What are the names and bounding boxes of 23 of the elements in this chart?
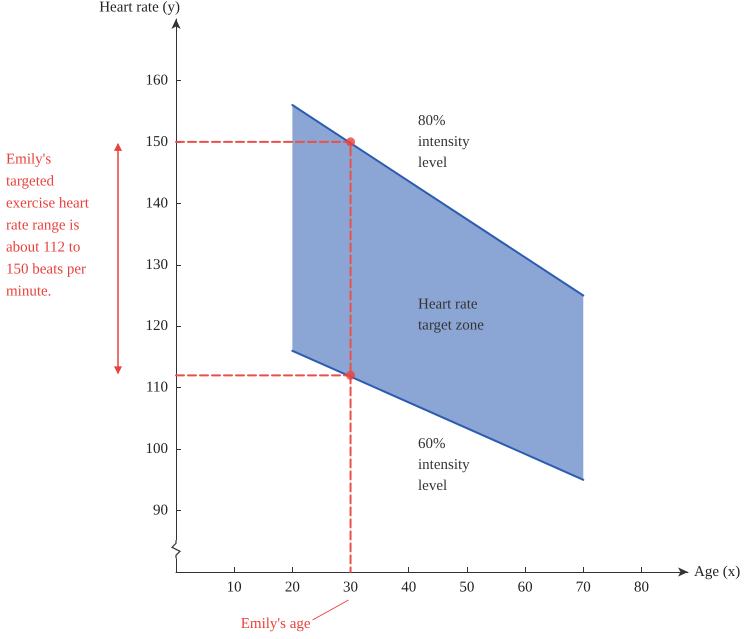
y-tick-label: 100 bbox=[146, 441, 168, 458]
text: Emily's age bbox=[240, 616, 311, 632]
text: Emily's targeted exercise heart rate range is about 112 to 150 beats per minute. bbox=[6, 152, 93, 300]
x-tick-label: 20 bbox=[284, 580, 300, 596]
y-axis-title: Heart rate (y) bbox=[99, 0, 180, 16]
y-tick-label: 140 bbox=[146, 195, 168, 212]
annotation: 80% intensity level bbox=[418, 113, 474, 171]
x-tick-label: 40 bbox=[401, 580, 416, 596]
y-tick-label: 120 bbox=[146, 318, 168, 334]
y-tick-label: 160 bbox=[146, 72, 168, 88]
x-axis-title: Age (x) bbox=[694, 564, 740, 580]
y-tick-label: 150 bbox=[146, 134, 168, 150]
x-tick-label: 50 bbox=[459, 580, 474, 596]
annotation: 60% intensity level bbox=[418, 436, 474, 494]
y-tick-label: 90 bbox=[153, 502, 168, 519]
y-tick-label: 130 bbox=[146, 256, 168, 273]
x-tick-label: 60 bbox=[518, 580, 533, 596]
x-tick-label: 10 bbox=[226, 580, 242, 596]
x-tick-label: 30 bbox=[343, 580, 358, 596]
y-tick-label: 110 bbox=[146, 380, 168, 396]
x-tick-label: 80 bbox=[634, 580, 649, 596]
x-tick-label: 70 bbox=[576, 580, 591, 596]
annotation: Heart rate target zone bbox=[418, 296, 484, 334]
